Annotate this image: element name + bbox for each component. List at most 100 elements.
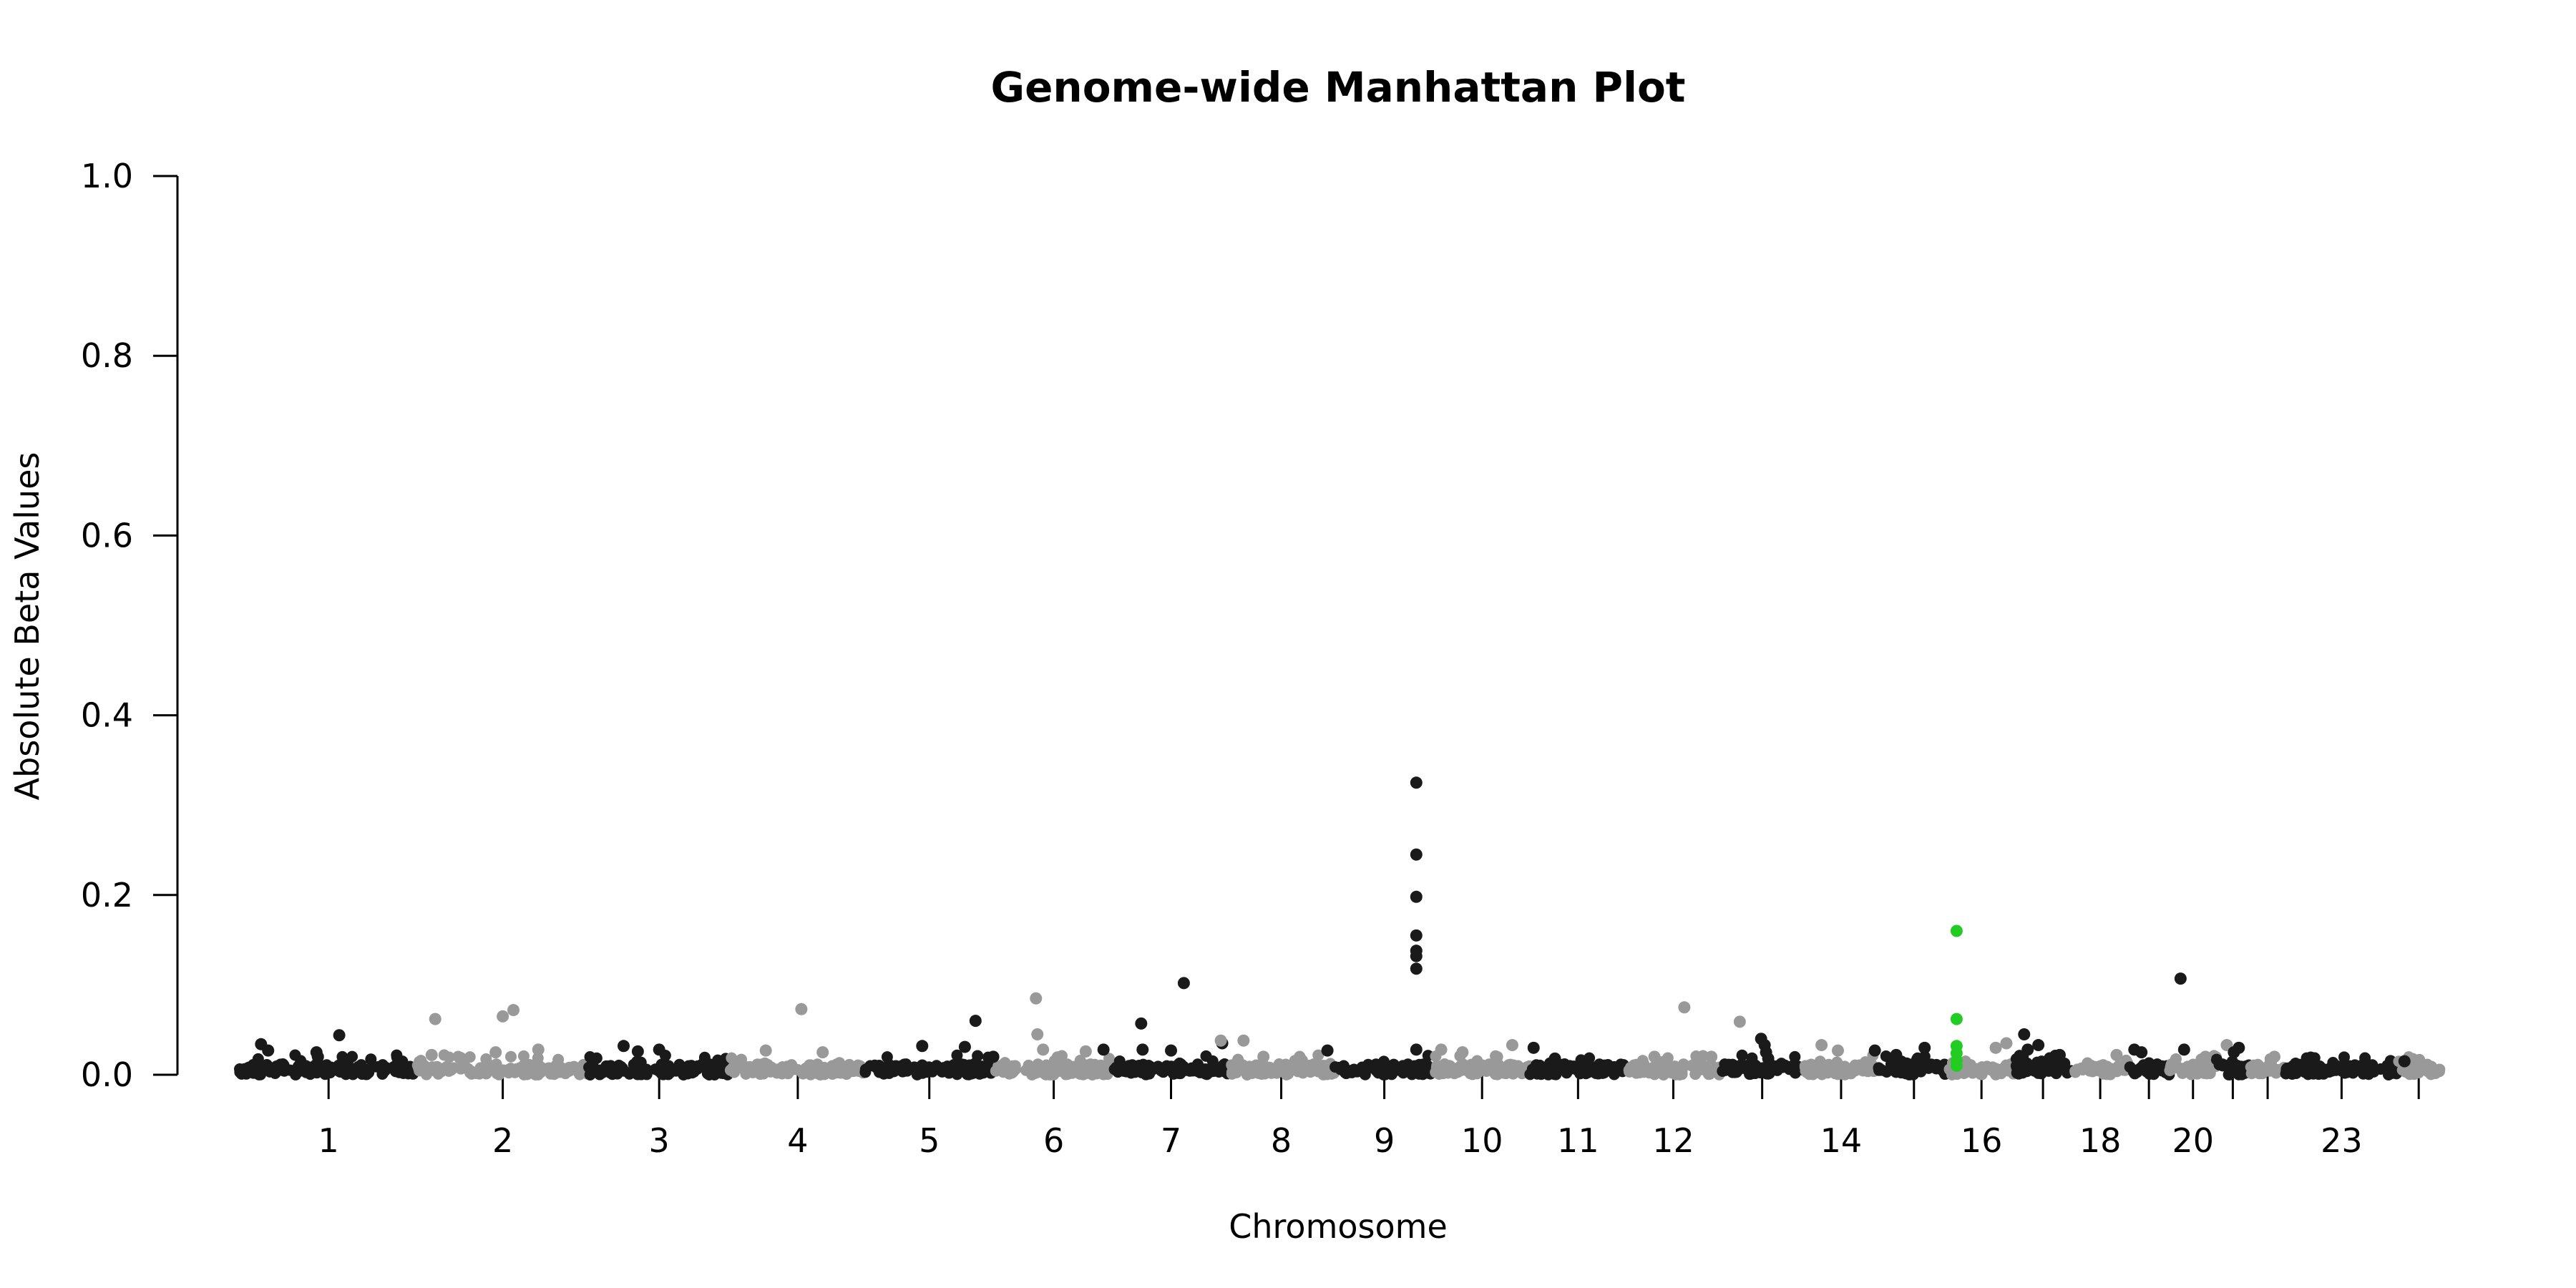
data-point xyxy=(2228,1046,2240,1059)
data-point xyxy=(2014,1050,2026,1062)
x-tick-label: 8 xyxy=(1271,1121,1292,1160)
data-point xyxy=(1825,1060,1838,1073)
data-point xyxy=(1165,1060,1177,1073)
x-tick-label: 20 xyxy=(2172,1121,2214,1160)
data-point xyxy=(2348,1059,2361,1071)
data-point xyxy=(759,1044,772,1057)
data-point xyxy=(376,1059,389,1071)
highlighted-point xyxy=(1950,924,1963,937)
data-point xyxy=(631,1045,644,1058)
data-point xyxy=(2199,1050,2212,1063)
data-point xyxy=(2335,1060,2347,1073)
data-point xyxy=(256,1061,268,1073)
data-point xyxy=(517,1050,530,1062)
data-point xyxy=(1467,1066,1479,1078)
data-point xyxy=(568,1060,580,1073)
data-point xyxy=(1762,1066,1774,1078)
data-point xyxy=(278,1062,291,1074)
data-point xyxy=(1657,1059,1669,1071)
data-point xyxy=(752,1061,764,1073)
data-point xyxy=(1814,1058,1826,1070)
data-point xyxy=(425,1048,438,1061)
data-point xyxy=(1989,1041,2002,1054)
data-point xyxy=(804,1062,816,1074)
data-point xyxy=(859,1063,872,1075)
data-point xyxy=(795,1002,808,1015)
data-point xyxy=(1890,1048,1903,1061)
data-point xyxy=(632,1068,644,1080)
data-point xyxy=(1079,1045,1092,1058)
data-point xyxy=(1080,1059,1093,1071)
data-point xyxy=(504,1050,517,1063)
x-tick-label: 18 xyxy=(2079,1121,2122,1160)
data-point xyxy=(997,1063,1010,1075)
data-point xyxy=(2323,1066,2336,1078)
data-point xyxy=(1491,1050,1503,1063)
data-point xyxy=(1121,1065,1133,1078)
data-point xyxy=(1208,1065,1220,1077)
data-point xyxy=(1669,1068,1682,1080)
data-point xyxy=(696,1059,708,1071)
data-point xyxy=(2021,1043,2034,1056)
data-point xyxy=(1862,1065,1874,1078)
data-point xyxy=(1901,1057,1913,1069)
data-point xyxy=(269,1063,281,1075)
data-point xyxy=(1254,1060,1267,1073)
data-point xyxy=(1136,1043,1149,1056)
data-point xyxy=(1705,1050,1718,1063)
highlighted-point xyxy=(1950,1059,1963,1072)
data-point xyxy=(967,1067,980,1079)
data-point xyxy=(1257,1050,1270,1063)
data-point xyxy=(324,1065,336,1077)
data-point xyxy=(2305,1051,2317,1063)
x-tick-label: 2 xyxy=(492,1121,513,1160)
data-point xyxy=(1390,1064,1402,1076)
x-tick-label: 11 xyxy=(1557,1121,1599,1160)
data-point xyxy=(1885,1060,1898,1072)
data-point xyxy=(2253,1068,2265,1080)
data-point xyxy=(1214,1034,1227,1047)
data-point xyxy=(1874,1063,1886,1075)
data-point xyxy=(1839,1068,1851,1080)
data-point xyxy=(590,1052,602,1064)
data-point xyxy=(296,1063,308,1075)
data-point xyxy=(1509,1065,1521,1078)
data-point xyxy=(628,1058,640,1070)
data-point xyxy=(728,1066,740,1078)
data-point xyxy=(2110,1048,2123,1061)
data-point xyxy=(2359,1061,2372,1074)
data-point xyxy=(1747,1066,1760,1078)
data-point xyxy=(1729,1063,1742,1075)
data-point xyxy=(1037,1043,1050,1056)
data-point xyxy=(916,1040,929,1053)
data-point xyxy=(1648,1050,1661,1063)
data-point xyxy=(2315,1062,2327,1074)
data-point xyxy=(2018,1028,2031,1040)
data-point xyxy=(2304,1062,2316,1074)
data-point xyxy=(1066,1067,1078,1079)
data-point xyxy=(1733,1015,1746,1028)
data-point xyxy=(1777,1060,1789,1072)
data-point xyxy=(925,1063,937,1075)
data-point xyxy=(1594,1058,1606,1070)
data-point xyxy=(834,1067,847,1079)
data-point xyxy=(1321,1044,1334,1057)
data-point xyxy=(1302,1060,1314,1073)
data-point xyxy=(2113,1060,2125,1072)
x-axis-label: Chromosome xyxy=(1229,1207,1448,1246)
data-point xyxy=(1918,1041,1931,1054)
data-point xyxy=(413,1062,425,1074)
data-point xyxy=(1410,1043,1423,1056)
data-point xyxy=(1097,1043,1110,1056)
data-point xyxy=(1029,1067,1041,1079)
data-point xyxy=(782,1068,794,1080)
data-point xyxy=(1868,1044,1881,1057)
data-points xyxy=(255,776,2411,1074)
data-point xyxy=(489,1046,502,1059)
data-point xyxy=(1762,1052,1775,1065)
data-point xyxy=(2165,1063,2177,1075)
data-point xyxy=(365,1053,377,1065)
data-point xyxy=(429,1013,441,1025)
data-point xyxy=(1113,1055,1126,1067)
